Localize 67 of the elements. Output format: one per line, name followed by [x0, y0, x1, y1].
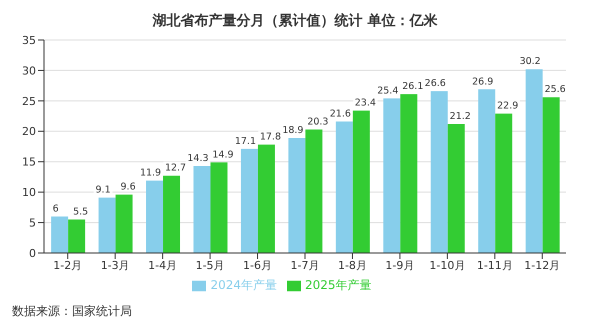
bar [495, 114, 512, 253]
bar [258, 144, 275, 253]
data-label: 26.6 [424, 78, 446, 90]
data-label: 9.1 [96, 184, 111, 196]
data-label: 18.9 [282, 124, 304, 136]
x-tick-label: 1-7月 [290, 258, 320, 272]
bar [68, 220, 86, 253]
x-tick-label: 1-6月 [243, 258, 272, 272]
bar [193, 166, 210, 253]
bar [336, 122, 353, 253]
data-label: 9.6 [120, 182, 136, 193]
bar [400, 94, 418, 253]
bar [478, 89, 496, 253]
x-tick-label: 1-5月 [196, 258, 225, 272]
data-label: 20.3 [307, 116, 328, 128]
bar [305, 129, 322, 253]
data-label: 26.1 [402, 81, 424, 92]
bar [542, 97, 560, 253]
x-tick-label: 1-3月 [100, 258, 130, 272]
x-tick-label: 1-2月 [53, 258, 82, 272]
data-label: 14.3 [187, 152, 209, 164]
data-label: 12.7 [164, 162, 186, 174]
data-label: 21.2 [450, 110, 471, 122]
bar [526, 69, 543, 253]
bar [146, 180, 164, 253]
data-label: 25.6 [544, 84, 566, 96]
y-tick-label: 20 [22, 125, 36, 138]
bar [352, 110, 370, 253]
data-label: 23.4 [354, 98, 376, 109]
y-tick-label: 25 [22, 94, 36, 108]
bar [98, 198, 116, 253]
data-label: 26.9 [472, 76, 494, 88]
legend-label: 2024年产量 [210, 278, 277, 292]
y-tick-label: 30 [22, 64, 36, 78]
x-tick-label: 1-10月 [429, 258, 466, 272]
x-tick-label: 1-12月 [524, 258, 560, 272]
x-tick-label: 1-9月 [385, 258, 414, 272]
y-tick-label: 35 [22, 34, 36, 47]
bar [448, 124, 465, 253]
bar [51, 216, 68, 253]
bar [383, 98, 400, 253]
data-label: 17.1 [234, 136, 256, 147]
x-tick-label: 1-4月 [148, 258, 178, 272]
x-tick-label: 1-8月 [338, 258, 367, 272]
legend-label: 2025年产量 [305, 278, 372, 292]
data-label: 6 [52, 203, 59, 214]
bar [210, 162, 228, 253]
data-label: 17.8 [260, 132, 282, 143]
y-tick-label: 15 [22, 156, 36, 169]
y-tick-label: 5 [29, 216, 36, 230]
data-label: 25.4 [377, 85, 398, 96]
bar [116, 194, 133, 253]
x-tick-label: 1-11月 [476, 258, 513, 272]
chart-title: 湖北省布产量分月（累计值）统计 单位：亿米 [152, 12, 438, 31]
bar [163, 176, 180, 253]
data-label: 5.5 [73, 206, 88, 218]
data-label: 11.9 [140, 168, 162, 179]
data-label: 30.2 [520, 56, 541, 68]
data-label: 22.9 [497, 100, 518, 112]
y-tick-label: 0 [29, 246, 36, 260]
data-label: 21.6 [330, 108, 351, 120]
source-note: 数据来源：国家统计局 [12, 303, 132, 320]
bar [288, 138, 306, 253]
y-tick-label: 10 [22, 186, 36, 200]
bar [430, 91, 448, 253]
bar [240, 148, 258, 253]
data-label: 14.9 [212, 149, 234, 160]
